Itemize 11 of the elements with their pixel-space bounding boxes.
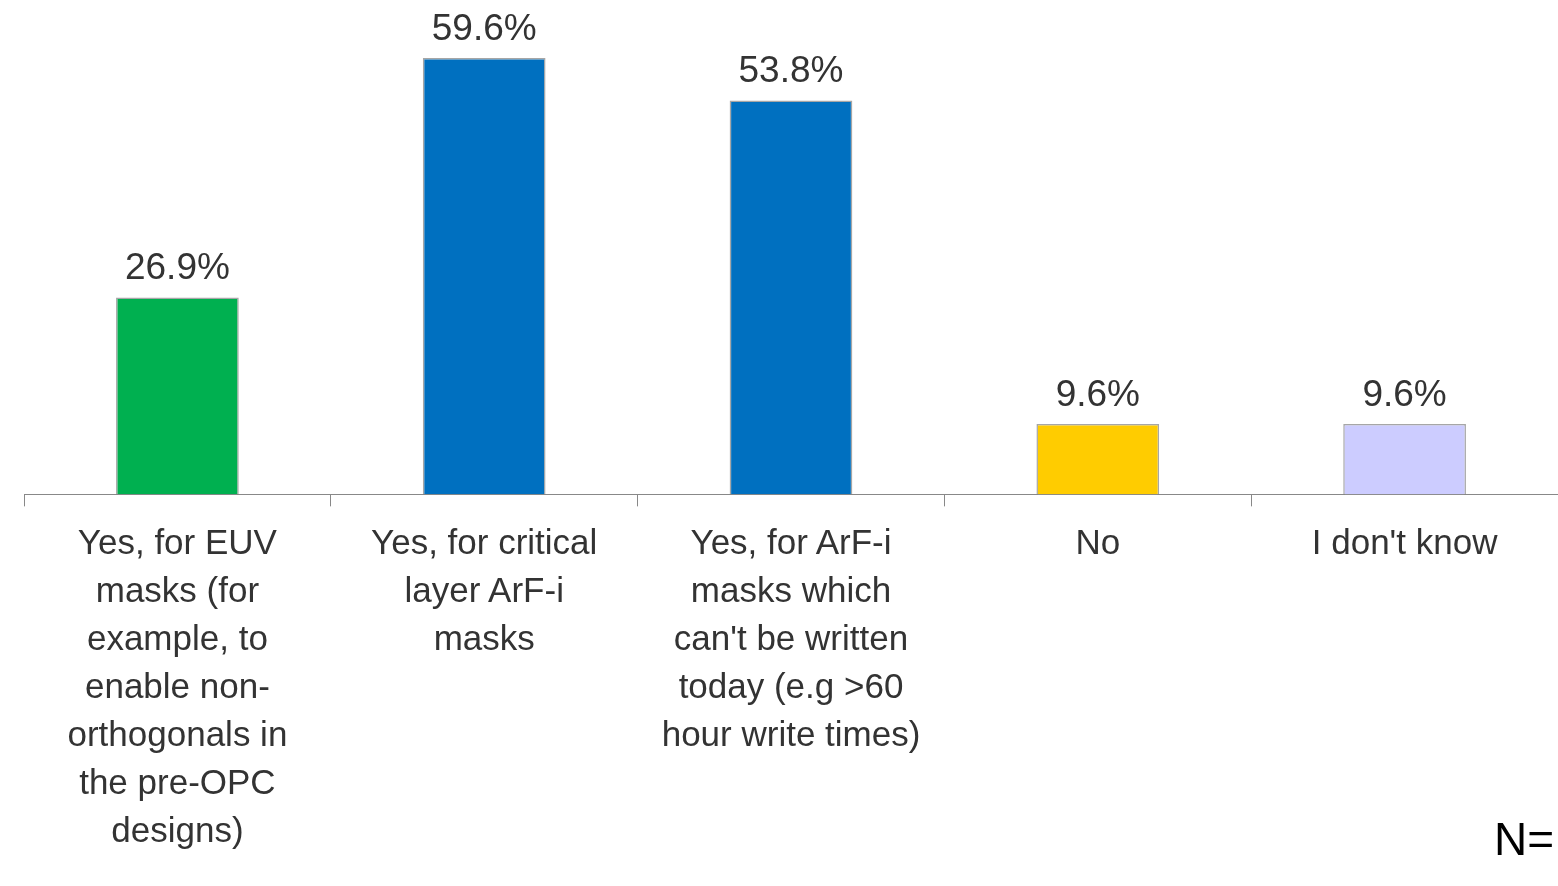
x-tick-label: No [1075,521,1121,561]
data-label: 9.6% [1362,372,1447,414]
x-tick-label: Yes, for ArF-i masks which can't be written today (e.g >60 hour write times) [661,521,921,753]
data-label: 59.6% [431,6,537,48]
x-tick-label: Yes, for EUV masks (for example, to enable non-orthogonals in the pre-OPC designs) [67,521,288,849]
data-label: 9.6% [1055,372,1140,414]
data-label: 53.8% [738,49,844,91]
x-tick-label: I don't know [1311,521,1499,561]
x-tick-label: Yes, for critical layer ArF-i masks [371,521,598,657]
data-label: 26.9% [124,246,230,288]
text: N= [1493,812,1554,866]
